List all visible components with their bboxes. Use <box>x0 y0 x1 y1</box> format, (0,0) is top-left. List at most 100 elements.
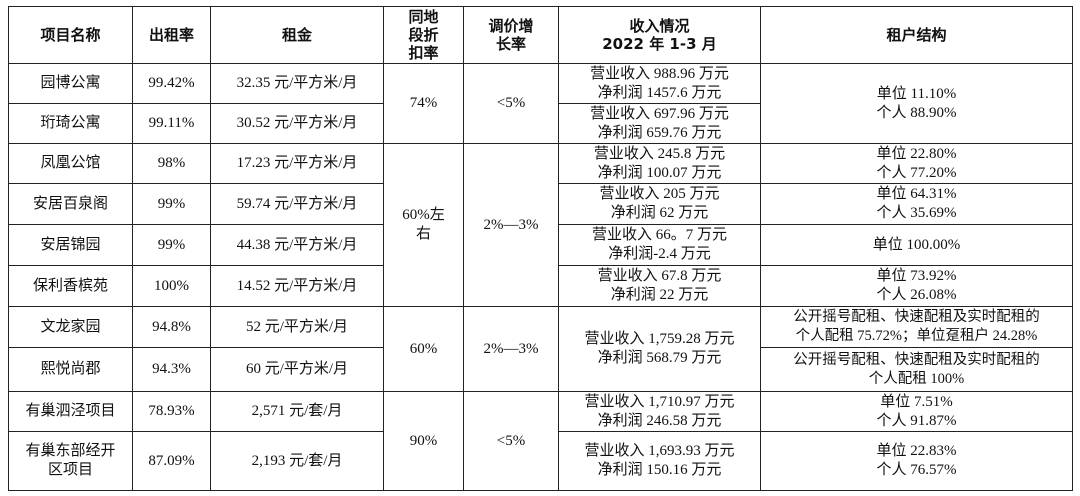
project-name: 安居锦园 <box>8 224 133 266</box>
project-name: 保利香槟苑 <box>8 265 133 307</box>
table-row: 安居百泉阁 99% 59.74 元/平方米/月 营业收入 205 万元 净利润 6… <box>8 183 1073 225</box>
occupancy: 99.11% <box>132 103 211 144</box>
net-profit: 净利润 246.58 万元 <box>597 412 722 429</box>
header-occupancy: 出租率 <box>132 6 211 64</box>
income: 营业收入 697.96 万元 净利润 659.76 万元 <box>558 103 761 144</box>
revenue: 营业收入 205 万元 <box>599 186 720 202</box>
net-profit: 净利润 100.07 万元 <box>597 164 722 181</box>
tenant-line: 单位 73.92% <box>876 268 957 284</box>
occupancy: 87.09% <box>132 431 211 491</box>
header-text: 收入情况 <box>629 17 690 35</box>
tenants: 公开摇号配租、快速配租及实时配租的 个人配租 75.72%；单位趸租户 24.28… <box>760 306 1073 348</box>
occupancy: 98% <box>132 143 211 184</box>
income: 营业收入 245.8 万元 净利润 100.07 万元 <box>558 143 761 184</box>
tenant-line: 单位 64.31% <box>876 186 957 202</box>
project-name: 有巢东部经开 区项目 <box>8 431 133 491</box>
tenant-line: 单位 22.80% <box>876 145 957 162</box>
income: 营业收入 66。7 万元 净利润-2.4 万元 <box>558 224 761 266</box>
income: 营业收入 205 万元 净利润 62 万元 <box>558 183 761 225</box>
tenant-line: 个人 35.69% <box>876 205 957 221</box>
growth: <5% <box>463 63 559 144</box>
occupancy: 100% <box>132 265 211 307</box>
tenants: 单位 100.00% <box>760 224 1073 266</box>
income: 营业收入 1,759.28 万元 净利润 568.79 万元 <box>558 306 761 392</box>
tenant-line: 个人 77.20% <box>876 164 957 181</box>
table-row: 文龙家园 94.8% 52 元/平方米/月 60% 2%—3% 营业收入 1,7… <box>8 306 1073 392</box>
occupancy: 94.8% <box>132 306 211 348</box>
tenants: 单位 73.92% 个人 26.08% <box>760 265 1073 307</box>
project-name: 熙悦尚郡 <box>8 347 133 392</box>
header-text: 2022 年 1-3 月 <box>602 35 717 53</box>
discount: 74% <box>383 63 464 144</box>
growth: <5% <box>463 391 559 491</box>
tenant-line: 单位 11.10% <box>876 85 957 102</box>
occupancy: 99% <box>132 183 211 225</box>
discount-line: 60%左 <box>402 207 445 223</box>
revenue: 营业收入 1,710.97 万元 <box>584 393 735 410</box>
project-name: 园博公寓 <box>8 63 133 104</box>
project-name: 有巢泗泾项目 <box>8 391 133 432</box>
tenant-line: 单位 22.83% <box>876 443 957 459</box>
net-profit: 净利润 22 万元 <box>610 287 709 303</box>
income: 营业收入 1,693.93 万元 净利润 150.16 万元 <box>558 431 761 491</box>
tenants: 单位 22.80% 个人 77.20% <box>760 143 1073 184</box>
rent: 52 元/平方米/月 <box>210 306 384 348</box>
project-name: 珩琦公寓 <box>8 103 133 144</box>
name-line: 区项目 <box>47 462 93 478</box>
tenant-line: 个人 88.90% <box>876 104 957 121</box>
discount: 60%左右 <box>383 143 464 307</box>
income: 营业收入 988.96 万元 净利润 1457.6 万元 <box>558 63 761 104</box>
net-profit: 净利润 659.76 万元 <box>597 124 722 141</box>
header-row: 项目名称 出租率 租金 同地 段折 扣率 调价增 长率 收入情况 2022 年 1-3 … <box>8 6 1073 64</box>
header-text: 长率 <box>495 35 526 53</box>
table-row: 保利香槟苑 100% 14.52 元/平方米/月 营业收入 67.8 万元 净利润… <box>8 265 1073 307</box>
occupancy: 99.42% <box>132 63 211 104</box>
rental-projects-table: 项目名称 出租率 租金 同地 段折 扣率 调价增 长率 收入情况 2022 年 1-3 … <box>8 6 1073 491</box>
revenue: 营业收入 1,693.93 万元 <box>584 443 735 459</box>
revenue: 营业收入 66。7 万元 <box>591 227 727 243</box>
discount-line: 右 <box>415 226 431 242</box>
tenants: 单位 64.31% 个人 35.69% <box>760 183 1073 225</box>
header-tenants: 租户结构 <box>760 6 1073 64</box>
header-growth: 调价增 长率 <box>463 6 559 64</box>
rent: 14.52 元/平方米/月 <box>210 265 384 307</box>
net-profit: 净利润 1457.6 万元 <box>597 84 722 101</box>
header-discount: 同地 段折 扣率 <box>383 6 464 64</box>
table-row: 有巢东部经开 区项目 87.09% 2,193 元/套/月 营业收入 1,693.… <box>8 431 1073 491</box>
occupancy: 78.93% <box>132 391 211 432</box>
revenue: 营业收入 697.96 万元 <box>590 105 729 122</box>
rent: 59.74 元/平方米/月 <box>210 183 384 225</box>
tenant-line: 个人 26.08% <box>876 287 957 303</box>
income: 营业收入 1,710.97 万元 净利润 246.58 万元 <box>558 391 761 432</box>
project-name: 文龙家园 <box>8 306 133 348</box>
discount: 90% <box>383 391 464 491</box>
net-profit: 净利润 62 万元 <box>610 205 709 221</box>
occupancy: 94.3% <box>132 347 211 392</box>
tenant-line: 公开摇号配租、快速配租及实时配租的 <box>793 351 1040 368</box>
project-name: 凤凰公馆 <box>8 143 133 184</box>
header-text: 同地 <box>408 8 439 26</box>
header-text: 调价增 <box>488 17 534 35</box>
rent: 2,193 元/套/月 <box>210 431 384 491</box>
tenant-line: 单位 7.51% <box>880 393 953 410</box>
rent: 60 元/平方米/月 <box>210 347 384 392</box>
revenue: 营业收入 1,759.28 万元 <box>584 331 735 347</box>
rent: 17.23 元/平方米/月 <box>210 143 384 184</box>
tenant-line: 个人配租 100% <box>868 370 965 387</box>
revenue: 营业收入 67.8 万元 <box>597 268 722 284</box>
tenants: 单位 11.10% 个人 88.90% <box>760 63 1073 144</box>
net-profit: 净利润 568.79 万元 <box>597 350 722 366</box>
header-text: 段折 <box>408 26 439 44</box>
project-name: 安居百泉阁 <box>8 183 133 225</box>
tenants: 单位 22.83% 个人 76.57% <box>760 431 1073 491</box>
discount: 60% <box>383 306 464 392</box>
rent: 44.38 元/平方米/月 <box>210 224 384 266</box>
net-profit: 净利润-2.4 万元 <box>608 246 711 262</box>
tenant-line: 个人 91.87% <box>876 412 957 429</box>
table-row: 园博公寓 99.42% 32.35 元/平方米/月 74% <5% 营业收入 9… <box>8 63 1073 144</box>
tenant-line: 个人 76.57% <box>876 462 957 478</box>
revenue: 营业收入 245.8 万元 <box>593 145 726 162</box>
header-income: 收入情况 2022 年 1-3 月 <box>558 6 761 64</box>
rent: 32.35 元/平方米/月 <box>210 63 384 104</box>
header-text: 扣率 <box>408 44 439 62</box>
